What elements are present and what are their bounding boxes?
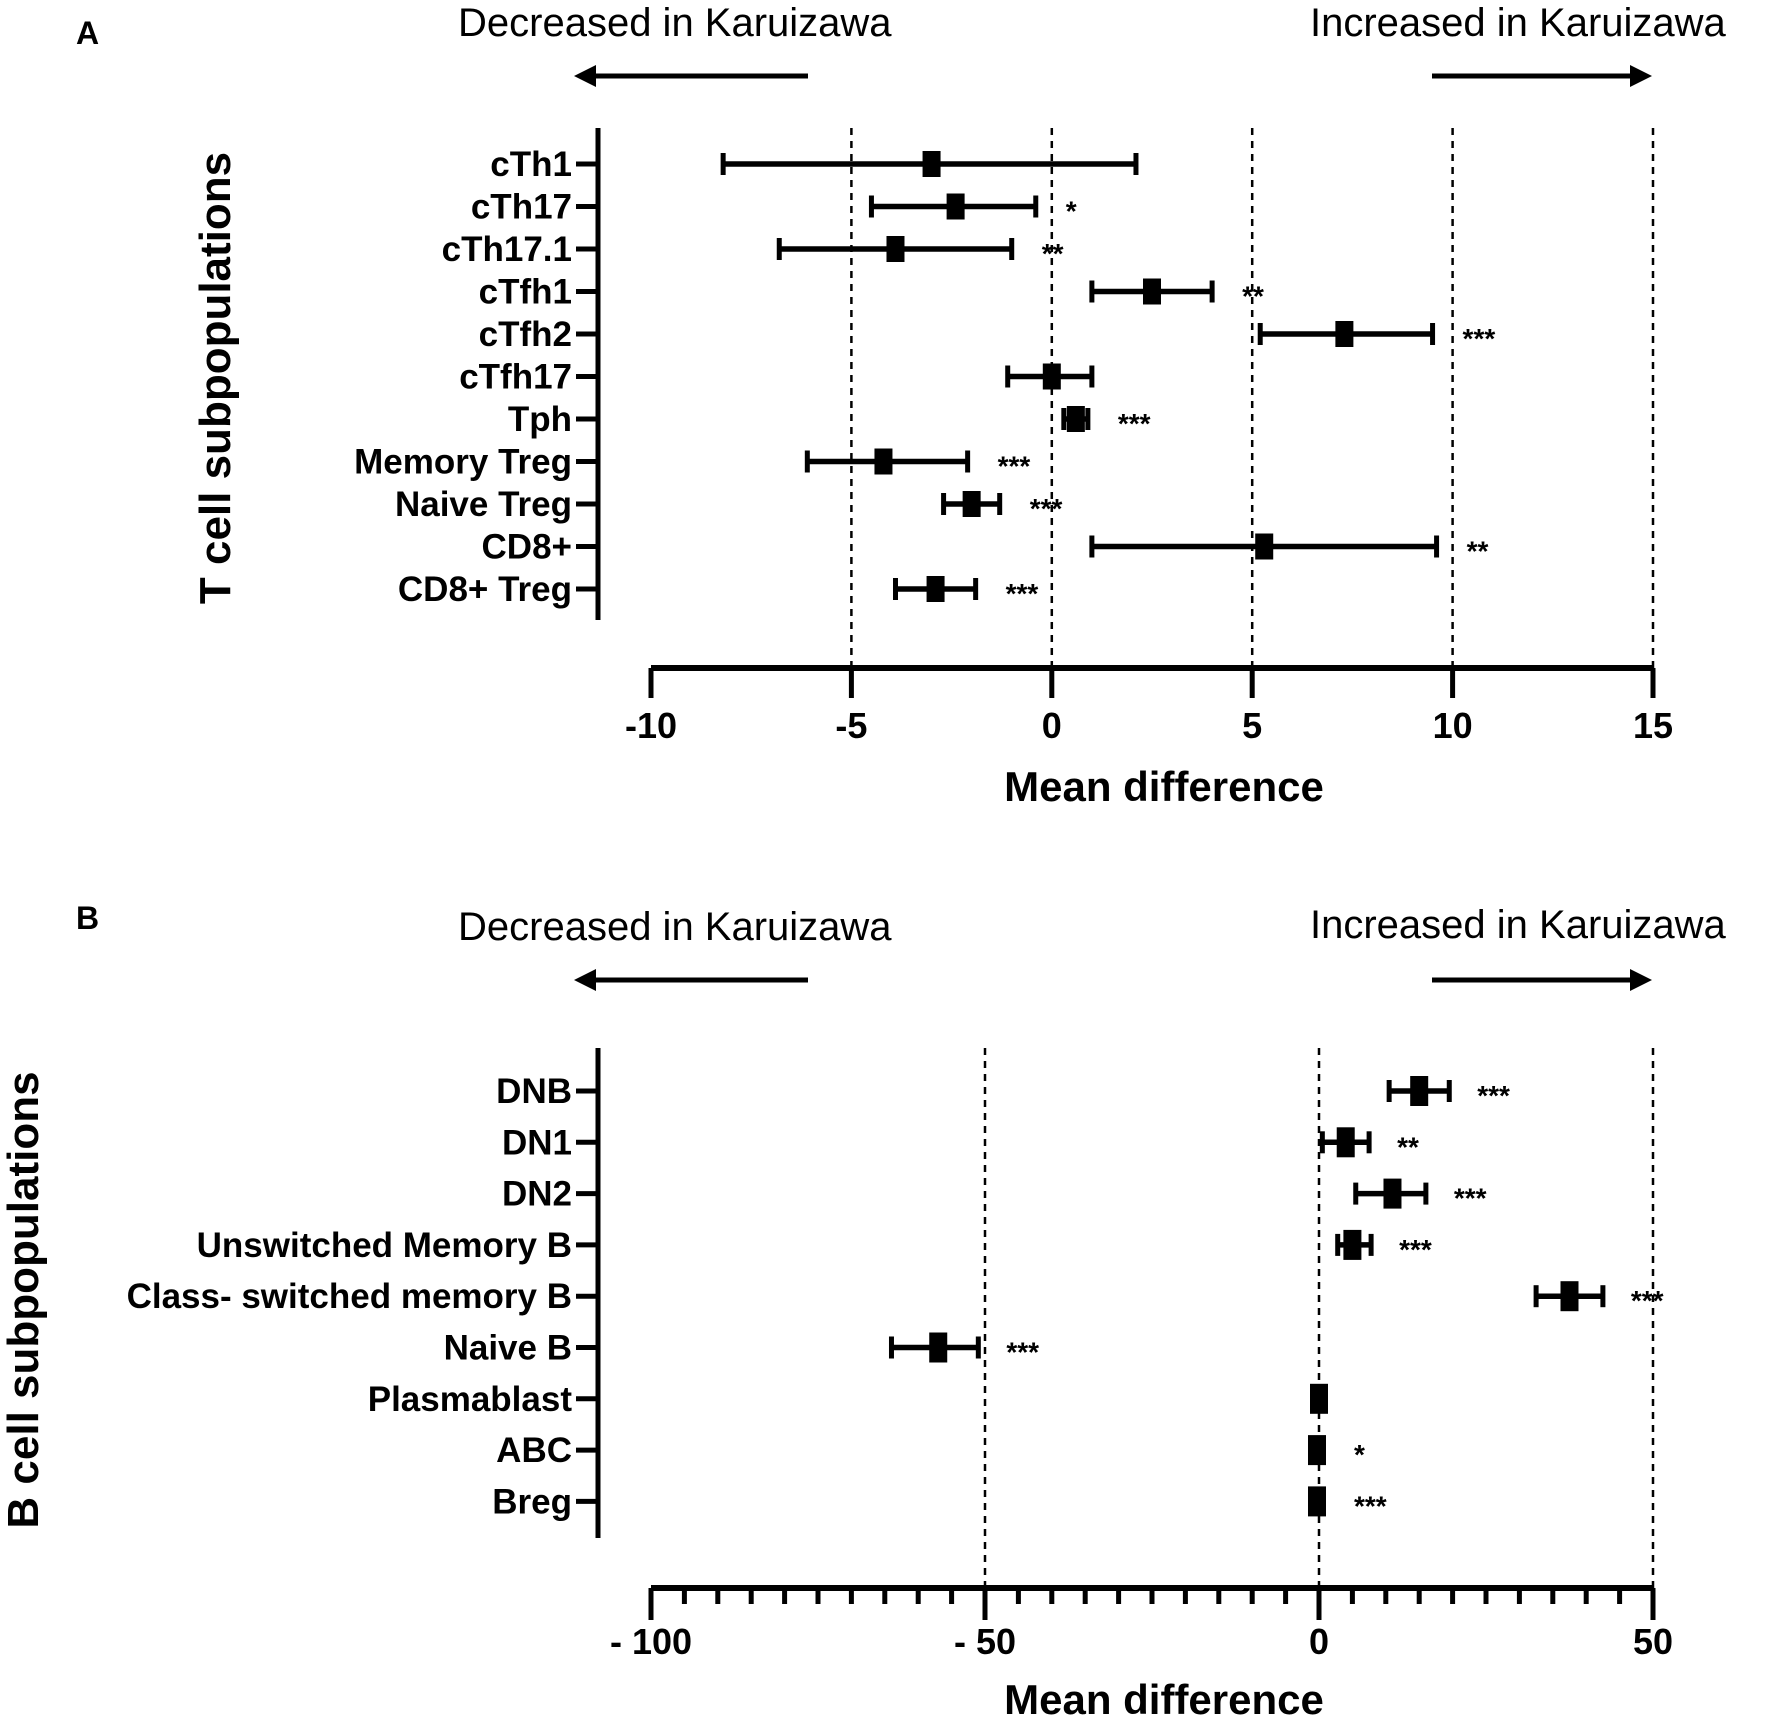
significance-label: *	[1354, 1439, 1365, 1470]
mean-marker	[1307, 1435, 1326, 1466]
panel-a-plot: -10 -5 0 5 10 15 cTh1 cTh17 * cTh17.1 ** cTfh1 ** cTf…	[354, 128, 1673, 746]
x-tick-label: 10	[1433, 705, 1473, 746]
mean-marker	[1042, 363, 1061, 390]
mean-marker	[1560, 1281, 1579, 1312]
significance-label: **	[1397, 1131, 1419, 1162]
significance-label: ***	[1463, 323, 1496, 354]
panel-a-decreased-label: Decreased in Karuizawa	[458, 1, 892, 45]
mean-marker	[1143, 278, 1161, 305]
x-tick-label: - 100	[610, 1621, 692, 1662]
category-label: DNB	[496, 1072, 572, 1111]
panel-a-right-arrow	[1432, 65, 1652, 87]
panel-b-y-axis-title: B cell subpopulations	[0, 1071, 48, 1528]
mean-marker	[929, 1332, 948, 1363]
panel-b-left-arrow	[574, 969, 808, 991]
mean-marker	[1336, 1127, 1355, 1158]
category-label: Plasmablast	[368, 1380, 573, 1419]
category-label: Naive Treg	[395, 485, 572, 524]
mean-marker	[874, 448, 893, 475]
mean-marker	[1410, 1076, 1429, 1106]
category-label: cTh1	[490, 145, 572, 184]
panel-b-x-axis-title: Mean difference	[1004, 1676, 1324, 1723]
x-tick-label: 5	[1242, 705, 1262, 746]
category-label: Class- switched memory B	[127, 1277, 572, 1316]
category-label: cTfh1	[479, 273, 572, 312]
panel-b-right-arrow	[1432, 969, 1652, 991]
mean-marker	[922, 151, 941, 177]
significance-label: *	[1066, 196, 1077, 227]
x-tick-label: -10	[625, 705, 677, 746]
panel-a-x-axis-title: Mean difference	[1004, 763, 1324, 810]
panel-b-letter: B	[76, 900, 99, 936]
significance-label: ***	[1477, 1080, 1510, 1111]
significance-label: ***	[1454, 1183, 1487, 1214]
category-label: cTh17	[471, 188, 572, 227]
significance-label: ***	[1399, 1234, 1432, 1265]
category-label: Breg	[492, 1482, 572, 1521]
category-label: cTfh17	[459, 358, 572, 397]
category-label: DN1	[502, 1123, 572, 1162]
category-label: cTh17.1	[442, 230, 572, 269]
panel-a-left-arrow	[574, 65, 808, 87]
panel-b-decreased-label: Decreased in Karuizawa	[458, 905, 892, 949]
x-tick-label: 15	[1633, 705, 1673, 746]
category-label: Unswitched Memory B	[197, 1226, 572, 1265]
category-label: cTfh2	[479, 315, 572, 354]
x-tick-label: -5	[835, 705, 867, 746]
mean-marker	[1383, 1178, 1402, 1209]
mean-marker	[1255, 533, 1274, 560]
x-tick-label: - 50	[954, 1621, 1016, 1662]
category-label: Memory Treg	[354, 443, 572, 482]
category-label: CD8+	[482, 528, 572, 567]
significance-label: ***	[998, 451, 1031, 482]
mean-marker	[962, 491, 981, 517]
panel-a-letter: A	[76, 15, 99, 51]
panel-b-increased-label: Increased in Karuizawa	[1310, 903, 1727, 947]
panel-a-y-axis-title: T cell subpopulations	[191, 152, 240, 604]
category-label: Naive B	[444, 1329, 572, 1368]
mean-marker	[1307, 1486, 1326, 1517]
panel-b-plot: - 100 - 50 0 50 DNB *** DN1 ** DN2 *** Unswitched …	[127, 1048, 1673, 1662]
significance-label: ***	[1118, 408, 1151, 439]
significance-label: ***	[1631, 1285, 1664, 1316]
x-tick-label: 0	[1309, 1621, 1329, 1662]
significance-label: ***	[1006, 578, 1039, 609]
significance-label: ***	[1006, 1337, 1039, 1368]
category-label: Tph	[508, 400, 572, 439]
mean-marker	[1343, 1229, 1362, 1260]
category-label: CD8+ Treg	[398, 570, 572, 609]
category-label: ABC	[496, 1431, 572, 1470]
mean-marker	[1310, 1383, 1328, 1414]
panel-a-increased-label: Increased in Karuizawa	[1310, 1, 1727, 45]
mean-marker	[926, 576, 945, 602]
mean-marker	[886, 236, 905, 262]
significance-label: ***	[1030, 493, 1063, 524]
significance-label: **	[1467, 536, 1489, 567]
significance-label: **	[1242, 281, 1264, 312]
mean-marker	[1335, 321, 1354, 347]
category-label: DN2	[502, 1175, 572, 1214]
x-tick-label: 0	[1042, 705, 1062, 746]
x-tick-label: 50	[1633, 1621, 1673, 1662]
panel-b: B Decreased in Karuizawa Increased in Ka…	[0, 900, 1727, 1723]
significance-label: **	[1042, 238, 1064, 269]
mean-marker	[1066, 406, 1085, 432]
significance-label: ***	[1354, 1490, 1387, 1521]
mean-marker	[946, 193, 965, 220]
panel-a: A Decreased in Karuizawa Increased in Ka…	[76, 1, 1727, 810]
